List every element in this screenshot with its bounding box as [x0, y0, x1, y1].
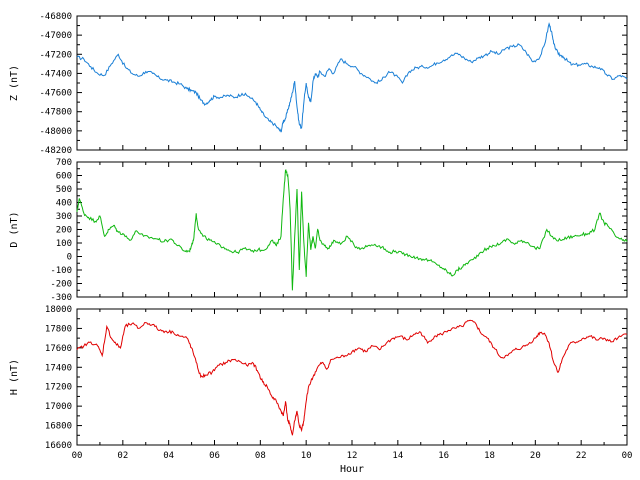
z-y-tick-label: -48000 — [39, 127, 72, 137]
d-series-line — [76, 169, 628, 291]
x-tick-label: 20 — [530, 451, 541, 461]
x-tick-label: 16 — [438, 451, 449, 461]
x-tick-label: 04 — [163, 451, 174, 461]
d-y-tick-label: -200 — [50, 280, 72, 290]
h-plot-frame — [76, 308, 628, 446]
z-y-tick-label: -47200 — [39, 50, 72, 60]
z-y-tick-label: -48200 — [39, 146, 72, 156]
z-y-axis-label: Z (nT) — [9, 65, 20, 101]
h-y-tick-label: 18000 — [45, 305, 72, 315]
h-y-tick-label: 17000 — [45, 402, 72, 412]
x-tick-label: 08 — [255, 451, 266, 461]
z-y-tick-label: -47800 — [39, 108, 72, 118]
h-y-tick-label: 16800 — [45, 422, 72, 432]
x-tick-label: 12 — [347, 451, 358, 461]
x-tick-label: 18 — [484, 451, 495, 461]
z-series-line — [76, 22, 628, 133]
x-axis-label: Hour — [340, 464, 364, 475]
h-y-tick-label: 17600 — [45, 344, 72, 354]
z-y-tick-label: -47600 — [39, 89, 72, 99]
d-y-axis-label: D (nT) — [9, 211, 20, 247]
d-y-tick-label: -300 — [50, 293, 72, 303]
z-y-tick-label: -47400 — [39, 69, 72, 79]
x-tick-label: 14 — [392, 451, 403, 461]
z-y-tick-label: -47000 — [39, 31, 72, 41]
h-y-tick-label: 16600 — [45, 441, 72, 451]
h-y-tick-label: 17800 — [45, 324, 72, 334]
x-tick-label: 00 — [622, 451, 633, 461]
d-y-tick-label: -100 — [50, 266, 72, 276]
x-tick-label: 10 — [301, 451, 312, 461]
d-y-tick-label: 100 — [56, 239, 72, 249]
z-y-tick-label: -46800 — [39, 12, 72, 22]
h-panel: 18000 17800 17600 17400 17200 17000 16800 16600… — [9, 305, 632, 475]
h-y-tick-label: 17400 — [45, 363, 72, 373]
x-tick-label: 00 — [72, 451, 83, 461]
z-plot-frame — [76, 15, 628, 151]
d-panel: 700 600 500 400 300 200 100 0 -100 -200 -300 D (nT) — [9, 158, 628, 303]
x-tick-label: 02 — [117, 451, 128, 461]
d-plot-frame — [76, 161, 628, 298]
d-y-tick-label: 200 — [56, 226, 72, 236]
d-y-tick-label: 600 — [56, 172, 72, 182]
x-tick-label: 22 — [576, 451, 587, 461]
d-y-tick-label: 500 — [56, 185, 72, 195]
x-tick-label: 06 — [209, 451, 220, 461]
d-y-tick-label: 700 — [56, 158, 72, 168]
h-y-tick-label: 17200 — [45, 383, 72, 393]
z-panel: -46800 -47000 -47200 -47400 -47600 -47800 -480… — [9, 12, 628, 156]
h-series-line — [76, 319, 628, 436]
d-y-tick-label: 400 — [56, 199, 72, 209]
d-y-tick-label: 300 — [56, 212, 72, 222]
h-y-axis-label: H (nT) — [9, 359, 20, 395]
d-y-tick-label: 0 — [67, 253, 72, 263]
